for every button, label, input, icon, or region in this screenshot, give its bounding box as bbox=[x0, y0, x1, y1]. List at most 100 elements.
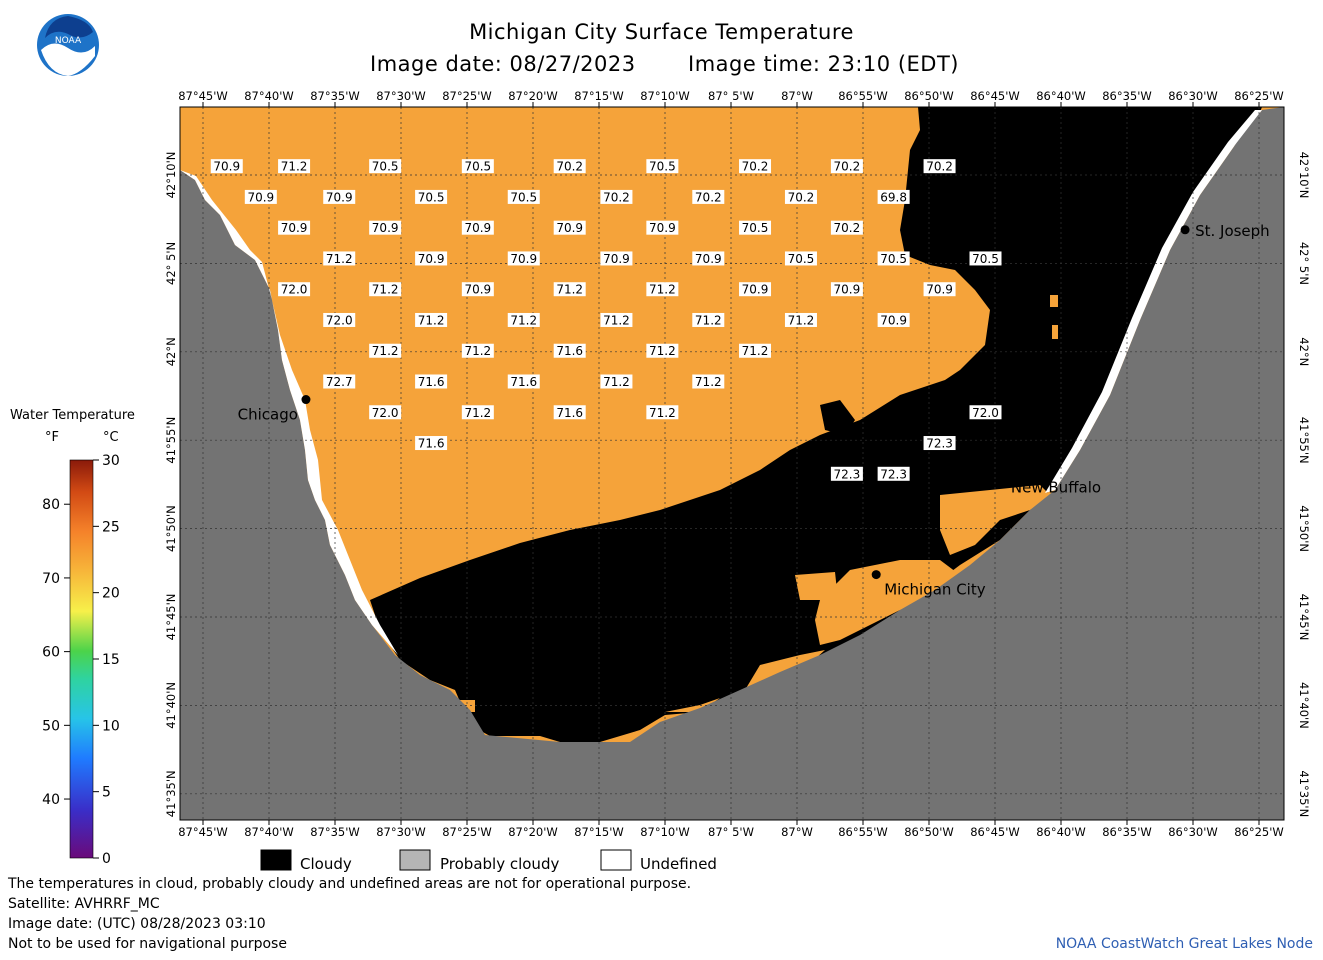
lon-label-bottom: 86°50'W bbox=[904, 825, 954, 839]
legend-undefined-label: Undefined bbox=[640, 855, 717, 873]
legend-undefined-swatch bbox=[600, 849, 632, 871]
temp-label: 71.6 bbox=[553, 405, 586, 420]
temp-label-bg bbox=[830, 159, 863, 174]
city-markers: Chicago St. Joseph New Buffalo Michigan Cit… bbox=[238, 222, 1270, 599]
temp-value: 70.9 bbox=[742, 283, 769, 297]
temp-value: 70.9 bbox=[834, 283, 861, 297]
temp-label: 70.9 bbox=[278, 220, 311, 235]
temp-label: 71.2 bbox=[692, 312, 725, 327]
temp-label-bg bbox=[278, 282, 311, 297]
legend-cloudy-label: Cloudy bbox=[300, 855, 352, 873]
temp-label-bg bbox=[600, 374, 633, 389]
lon-label-top: 87°30'W bbox=[376, 89, 426, 103]
temp-label-bg bbox=[507, 251, 540, 266]
lon-label-bottom: 87°15'W bbox=[574, 825, 624, 839]
temp-label-bg bbox=[784, 251, 817, 266]
temp-value: 70.5 bbox=[510, 190, 537, 204]
temp-value: 72.3 bbox=[834, 467, 861, 481]
temp-value: 70.9 bbox=[372, 221, 399, 235]
temp-value: 71.2 bbox=[372, 344, 399, 358]
temp-value: 72.0 bbox=[372, 406, 399, 420]
temp-label-bg bbox=[877, 466, 910, 481]
temp-value: 71.2 bbox=[510, 313, 537, 327]
temp-label-bg bbox=[692, 374, 725, 389]
lon-label-top: 87°35'W bbox=[310, 89, 360, 103]
temp-value: 70.5 bbox=[972, 252, 999, 266]
temp-value: 70.9 bbox=[603, 252, 630, 266]
temp-value: 71.2 bbox=[603, 375, 630, 389]
temp-label: 70.9 bbox=[739, 282, 772, 297]
temp-label-bg bbox=[461, 343, 494, 358]
lat-label-right: 41°50'N bbox=[1297, 505, 1311, 552]
footer-utc-date: Image date: (UTC) 08/28/2023 03:10 bbox=[8, 916, 266, 932]
footer-navigation-warning: Not to be used for navigational purpose bbox=[8, 936, 287, 952]
city-label: St. Joseph bbox=[1195, 222, 1270, 240]
temp-label-bg bbox=[923, 282, 956, 297]
temp-value: 70.5 bbox=[742, 221, 769, 235]
lat-label-right: 42°N bbox=[1297, 337, 1311, 366]
lon-label-bottom: 87°W bbox=[781, 825, 813, 839]
temp-label-bg bbox=[600, 189, 633, 204]
temp-label-bg bbox=[278, 220, 311, 235]
lat-label-left: 41°55'N bbox=[164, 417, 178, 464]
temp-label-bg bbox=[600, 312, 633, 327]
temp-label-bg bbox=[244, 189, 277, 204]
f-tick-label: 50 bbox=[42, 718, 60, 734]
f-tick-label: 70 bbox=[42, 571, 60, 587]
footer-disclaimer: The temperatures in cloud, probably clou… bbox=[8, 876, 692, 892]
lon-label-bottom: 87°40'W bbox=[244, 825, 294, 839]
lon-label-top: 87°20'W bbox=[508, 89, 558, 103]
temp-value: 71.2 bbox=[326, 252, 353, 266]
f-tick-label: 80 bbox=[42, 497, 60, 513]
image-date: Image date: 08/27/2023 bbox=[370, 52, 636, 76]
temp-label-bg bbox=[646, 405, 679, 420]
temp-label-bg bbox=[461, 159, 494, 174]
temp-label-bg bbox=[553, 159, 586, 174]
temp-label: 70.2 bbox=[692, 189, 725, 204]
temp-label: 71.2 bbox=[323, 251, 356, 266]
lat-label-left: 42°N bbox=[164, 337, 178, 366]
lon-label-top: 87°W bbox=[781, 89, 813, 103]
temp-label: 70.9 bbox=[461, 282, 494, 297]
city-dot bbox=[1180, 225, 1190, 235]
temp-label-bg bbox=[739, 220, 772, 235]
temp-value: 70.5 bbox=[880, 252, 907, 266]
temp-value: 72.0 bbox=[281, 283, 308, 297]
temp-value: 70.2 bbox=[788, 190, 815, 204]
temp-label-bg bbox=[369, 343, 402, 358]
temp-label-bg bbox=[323, 189, 356, 204]
temp-value: 70.2 bbox=[695, 190, 722, 204]
temp-label: 71.2 bbox=[369, 282, 402, 297]
temp-label: 70.9 bbox=[923, 282, 956, 297]
temp-value: 71.6 bbox=[556, 344, 583, 358]
lon-label-bottom: 87° 5'W bbox=[708, 825, 754, 839]
temp-label: 69.8 bbox=[877, 189, 910, 204]
temp-value: 71.2 bbox=[556, 283, 583, 297]
map-border bbox=[179, 106, 1285, 821]
temp-value: 71.2 bbox=[464, 406, 491, 420]
lon-label-bottom: 86°40'W bbox=[1036, 825, 1086, 839]
temp-label-bg bbox=[646, 282, 679, 297]
temp-label: 72.7 bbox=[323, 374, 356, 389]
temp-label-bg bbox=[415, 251, 448, 266]
temp-value: 72.7 bbox=[326, 375, 353, 389]
temp-label-bg bbox=[553, 343, 586, 358]
temp-label: 72.0 bbox=[969, 405, 1002, 420]
temp-value: 72.0 bbox=[326, 313, 353, 327]
temp-value: 71.2 bbox=[603, 313, 630, 327]
temp-label: 70.2 bbox=[553, 159, 586, 174]
temp-value: 71.2 bbox=[281, 160, 308, 174]
temp-value: 70.9 bbox=[213, 160, 240, 174]
temp-label-bg bbox=[507, 312, 540, 327]
temp-label: 70.9 bbox=[323, 189, 356, 204]
colorbar-unit-c: °C bbox=[103, 430, 119, 445]
temp-label-bg bbox=[553, 220, 586, 235]
temp-label: 70.9 bbox=[553, 220, 586, 235]
temp-label-bg bbox=[278, 159, 311, 174]
temp-label-bg bbox=[646, 343, 679, 358]
c-tick-label: 15 bbox=[102, 652, 120, 668]
temp-value: 71.2 bbox=[464, 344, 491, 358]
temp-label-bg bbox=[369, 220, 402, 235]
temp-label: 72.0 bbox=[278, 282, 311, 297]
